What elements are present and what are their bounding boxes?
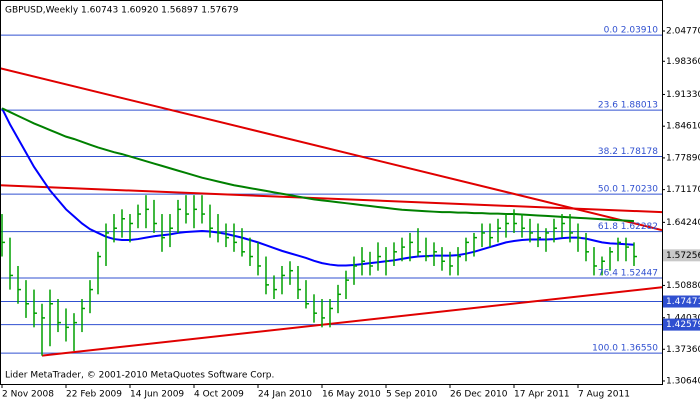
- price-label: 1.47471: [666, 297, 700, 307]
- y-tick-label: 1.30640: [666, 376, 700, 386]
- y-tick-label: 1.84610: [666, 122, 700, 132]
- y-tick-label: 1.98360: [666, 57, 700, 67]
- x-tick-label: 7 Aug 2011: [578, 390, 630, 400]
- price-box: [663, 295, 700, 308]
- price-box: [663, 318, 700, 331]
- moving-average: [1, 107, 635, 267]
- x-tick-label: 4 Oct 2009: [194, 390, 244, 400]
- price-box: [663, 249, 700, 262]
- fib-label: 23.6 1.88013: [598, 101, 658, 111]
- y-tick-label: 1.77890: [666, 153, 700, 163]
- plot-area: [0, 34, 662, 357]
- x-tick-label: 26 Dec 2010: [450, 390, 508, 400]
- y-tick-label: 1.50880: [666, 281, 700, 291]
- y-tick-label: 1.37360: [666, 345, 700, 355]
- price-label: 1.42579: [666, 320, 700, 330]
- trendline: [0, 67, 662, 232]
- y-tick-label: 1.71170: [666, 185, 700, 195]
- fib-label: 61.8 1.62282: [598, 222, 658, 232]
- price-label: 1.57256: [666, 251, 700, 261]
- fib-label: 76.4 1.52447: [598, 269, 658, 279]
- fib-label: 50.0 1.70230: [598, 185, 658, 195]
- fib-label: 0.0 2.03910: [604, 26, 659, 36]
- x-tick-label: 17 Apr 2011: [514, 390, 570, 400]
- x-tick-label: 22 Feb 2009: [66, 390, 122, 400]
- fib-label: 38.2 1.78178: [598, 147, 658, 157]
- y-tick-label: 1.44030: [666, 313, 700, 323]
- x-tick-label: 5 Sep 2010: [386, 390, 438, 400]
- y-tick-label: 2.04770: [666, 27, 700, 37]
- x-tick-label: 14 Jun 2009: [130, 390, 184, 400]
- trendline: [0, 184, 662, 214]
- footer: Lider MetaTrader, © 2001-2010 MetaQuotes…: [5, 371, 274, 381]
- x-tick-label: 2 Nov 2008: [2, 390, 54, 400]
- fib-label: 100.0 1.36550: [592, 344, 658, 354]
- plot-frame: [0, 0, 663, 385]
- chart-title: GBPUSD,Weekly 1.60743 1.60920 1.56897 1.…: [5, 6, 239, 16]
- x-tick-label: 24 Jan 2010: [258, 390, 312, 400]
- moving-average: [1, 107, 635, 223]
- y-tick-label: 1.64240: [666, 218, 700, 228]
- x-tick-label: 16 May 2010: [322, 390, 381, 400]
- trendline: [41, 286, 662, 357]
- y-tick-label: 1.91330: [666, 90, 700, 100]
